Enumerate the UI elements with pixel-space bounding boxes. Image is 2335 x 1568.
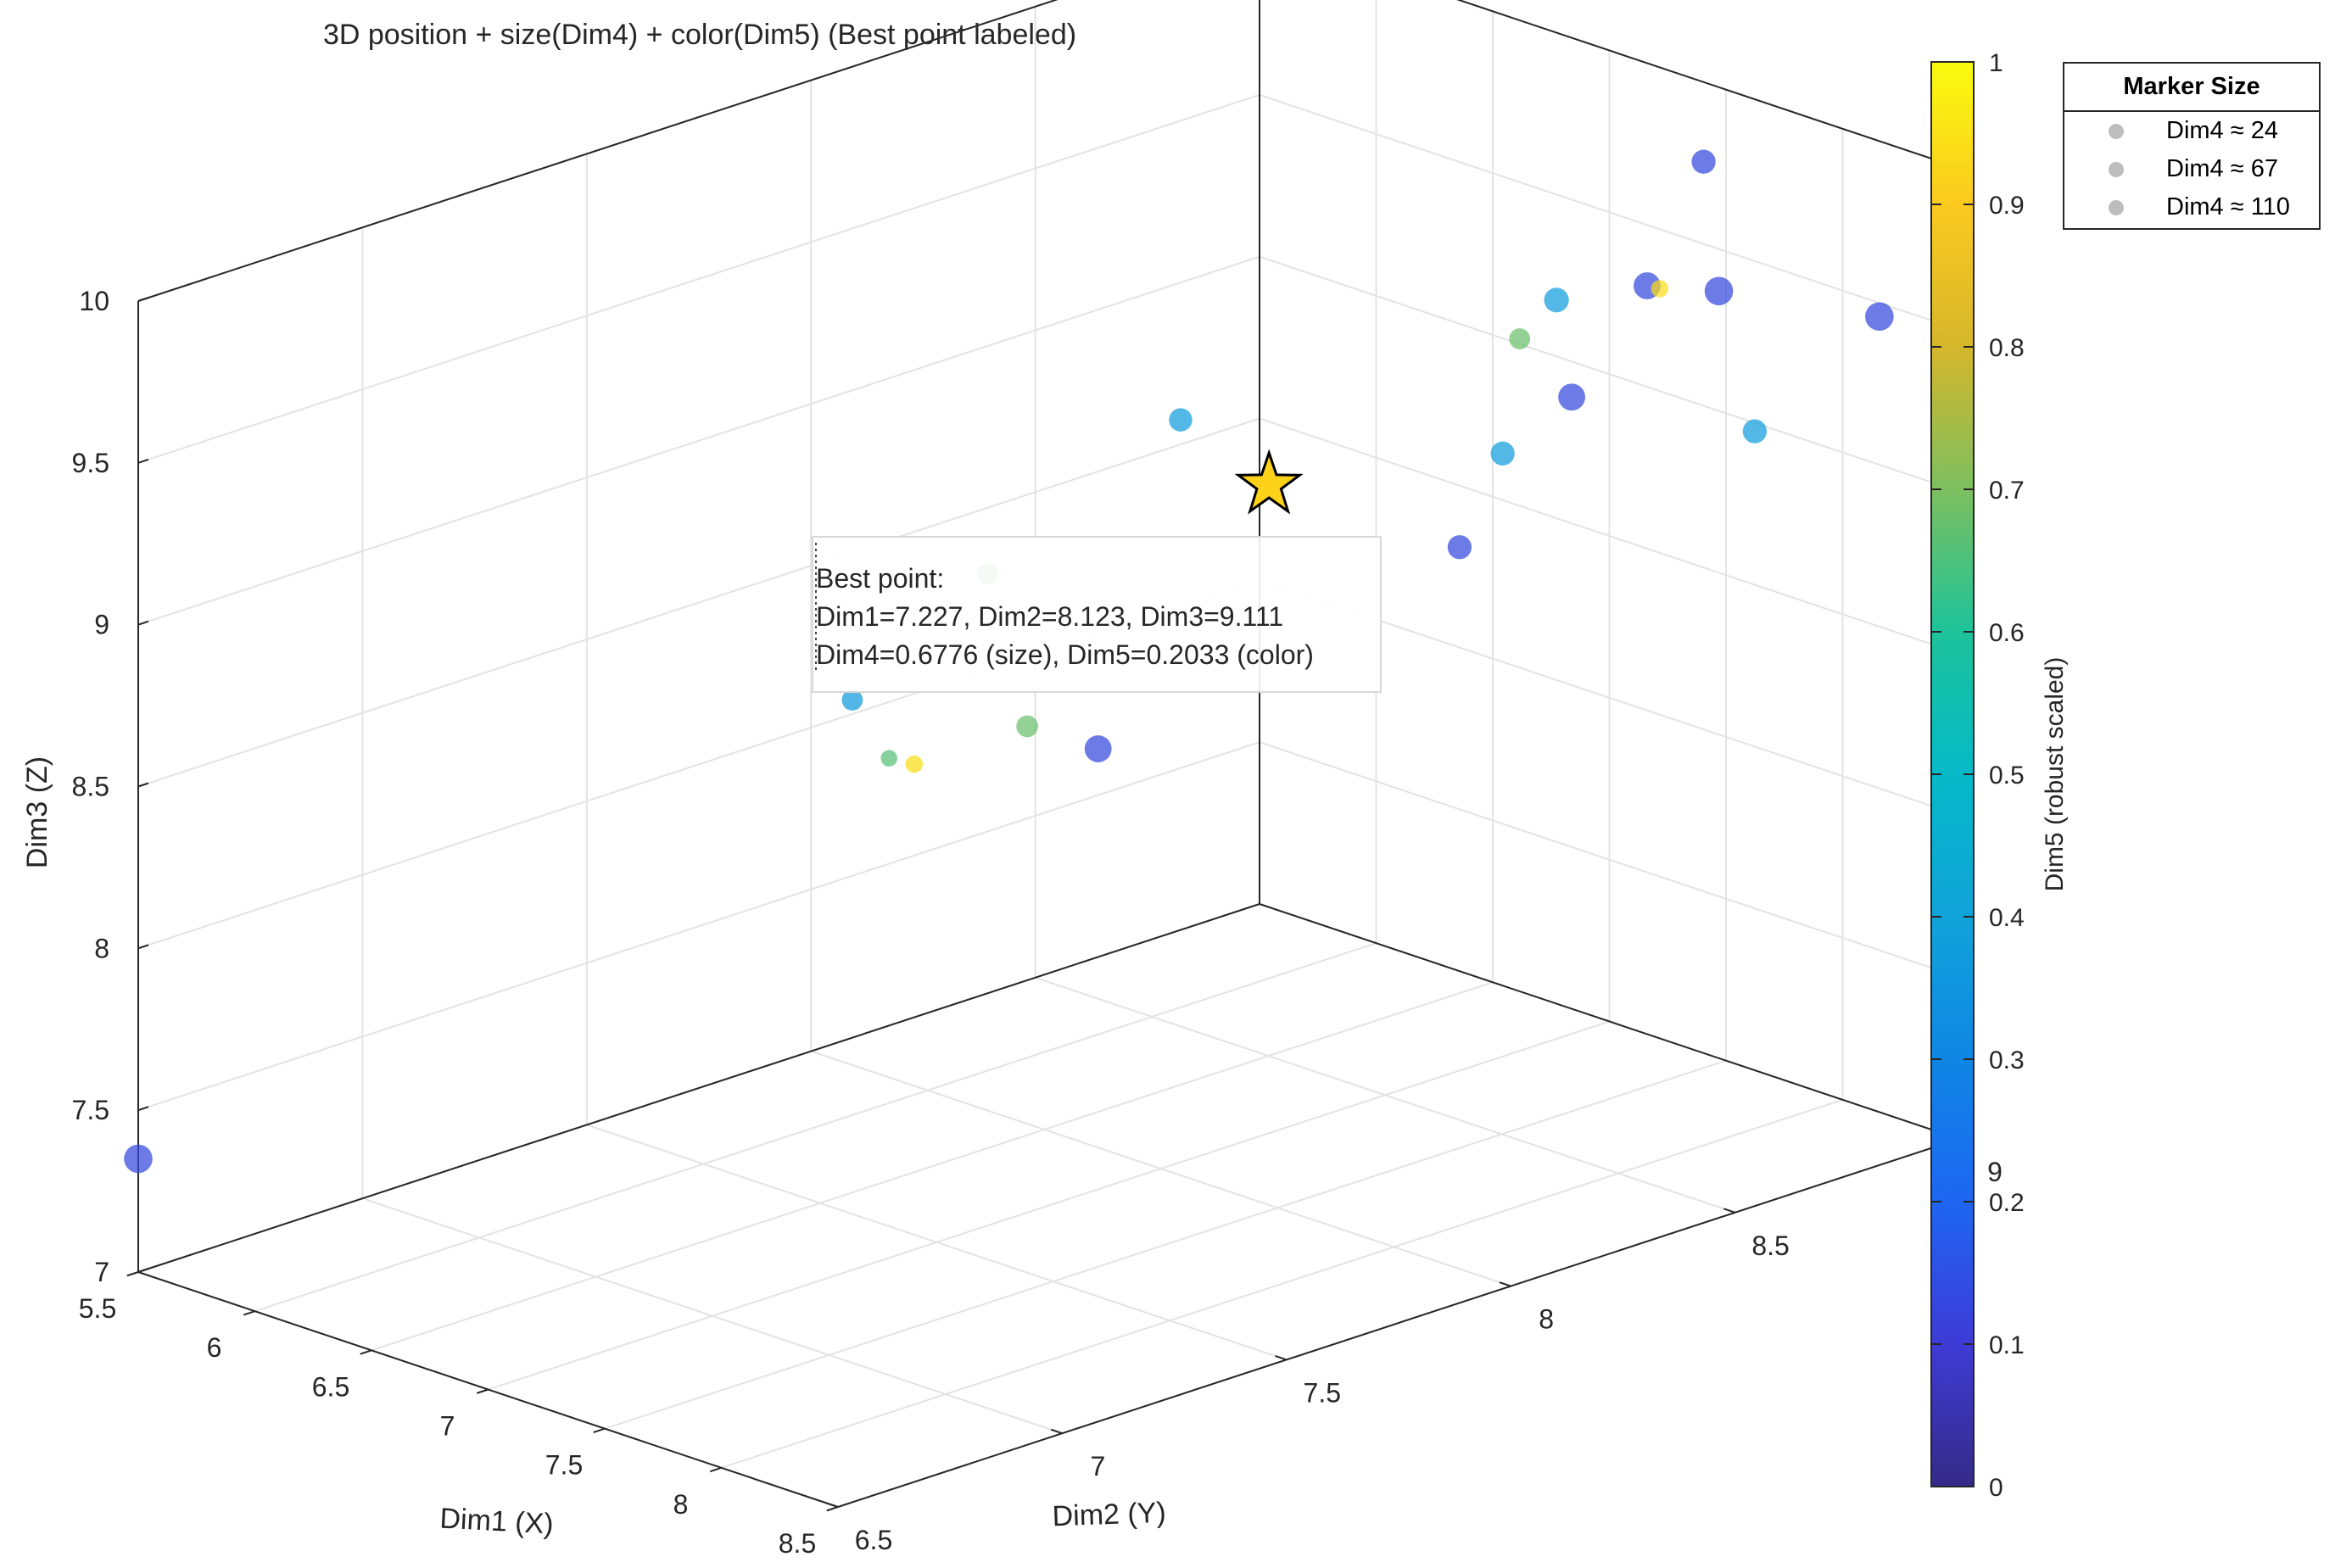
annotation-line2: Dim1=7.227, Dim2=8.123, Dim3=9.111 [816,601,1283,632]
size-legend-item: Dim4 ≈ 67 [2064,150,2319,188]
x-tick-label: 7 [440,1411,455,1442]
z-tick-label: 9 [94,610,109,640]
colorbar-tick-label: 0 [1989,1474,2003,1502]
annotation-line3: Dim4=0.6776 (size), Dim5=0.2033 (color) [816,639,1314,670]
size-legend-item: Dim4 ≈ 110 [2064,188,2319,226]
scatter-point[interactable] [1490,441,1515,466]
y-tick-label: 8.5 [1751,1230,1789,1261]
scatter-point[interactable] [1016,715,1038,738]
y-tick-label: 8 [1539,1304,1554,1335]
colorbar-tick-label: 0.1 [1989,1331,2025,1359]
z-tick-label: 7 [94,1257,109,1287]
colorbar-tick-label: 0.6 [1989,619,2025,647]
axis-edge [1259,903,1960,1140]
grid-layer [137,0,1960,1508]
scatter-point[interactable] [1742,419,1768,444]
x-tick-label: 8 [673,1489,689,1520]
colorbar-tick-label: 0.2 [1989,1189,2025,1217]
x-axis-label: Dim1 (X) [439,1503,555,1541]
scatter-point[interactable] [1651,280,1668,298]
scatter-point[interactable] [1509,328,1531,349]
x-tick-label: 5.5 [79,1293,116,1324]
grid-line [604,1059,1727,1430]
grid-line [1259,741,1960,979]
size-legend: Marker Size Dim4 ≈ 24 Dim4 ≈ 67 Dim4 ≈ 1… [2063,62,2321,230]
scatter-point[interactable] [880,750,897,767]
y-tick-label: 7.5 [1304,1377,1341,1408]
z-tick-label: 7.5 [72,1095,109,1125]
best-point-annotation: Best point: Dim1=7.227, Dim2=8.123, Dim3… [812,536,1382,693]
legend-marker-icon [2109,124,2124,139]
scatter-point[interactable] [905,755,924,773]
axis-edge [137,0,1059,302]
scatter-point[interactable] [1169,408,1193,432]
grid-line [721,1098,1843,1469]
z-tick-label: 8.5 [72,772,109,802]
z-axis-label: Dim3 (Z) [21,756,53,868]
scatter-point[interactable] [1544,287,1569,313]
annotation-line1: Best point: [816,563,944,594]
grid-line [254,942,1377,1313]
grid-line [1035,976,1735,1214]
grid-line [137,93,1260,464]
legend-marker-icon [2109,162,2124,177]
y-tick-label: 9 [1987,1157,2003,1187]
grid-line [1259,417,1960,655]
grid-line [137,417,1260,788]
grid-line [586,1124,1288,1361]
tick-labels: 5.5 6 6.5 7 7.5 8 8.5 6.5 7 7.5 8 8.5 9 7 7.5 8 8.5 9 9.5 1… [72,286,2003,1559]
scatter-point[interactable] [1558,383,1586,411]
z-tick-label: 10 [79,286,109,316]
chart-title: 3D position + size(Dim4) + color(Dim5) (… [323,19,1076,51]
scatter-point[interactable] [1704,276,1734,306]
colorbar-tick-label: 0.7 [1989,477,2025,505]
x-tick-label: 7.5 [545,1450,583,1481]
colorbar-tick-label: 0.3 [1989,1046,2025,1074]
z-tick-label: 8 [94,933,109,963]
axis-edge [837,1138,1960,1508]
colorbar-tick-label: 0.8 [1989,334,2025,362]
scatter-point[interactable] [841,689,863,711]
x-tick-label: 6.5 [312,1371,349,1402]
y-tick-label: 6.5 [855,1525,892,1555]
best-point-star[interactable] [1234,449,1304,515]
grid-line [362,1197,1063,1435]
size-legend-title: Marker Size [2064,64,2319,112]
colorbar-ticks: 0 0.1 0.2 0.3 0.4 0.5 0.6 0.7 0.8 0.9 1 [1931,49,2025,1502]
x-tick-label: 8.5 [779,1528,816,1559]
x-tick-label: 6 [207,1332,222,1363]
scatter-point[interactable] [1447,535,1472,560]
colorbar-tick-label: 1 [1989,49,2003,77]
size-legend-item: Dim4 ≈ 24 [2064,112,2319,150]
grid-line [137,255,1260,626]
colorbar-tick-label: 0.5 [1989,762,2025,790]
axis-edge [1456,0,1960,169]
scatter-point[interactable] [1084,735,1112,762]
grid-line [137,741,1260,1112]
scatter-point[interactable] [1691,149,1716,174]
grid-line [1259,93,1960,331]
grid-line [1259,255,1960,493]
grid-line [810,1050,1511,1287]
y-axis-label: Dim2 (Y) [1052,1497,1166,1533]
axes-frame [137,0,1960,1508]
colorbar-tick-label: 0.4 [1989,904,2025,932]
z-tick-label: 9.5 [72,448,109,478]
legend-marker-icon [2109,200,2124,215]
y-tick-label: 7 [1091,1451,1106,1482]
axis-edge [137,903,1260,1273]
colorbar-tick-label: 0.9 [1989,192,2025,220]
scatter-point[interactable] [124,1144,153,1174]
grid-line [488,1020,1610,1391]
scatter-point[interactable] [1865,302,1894,332]
colorbar-label: Dim5 (robust scaled) [2041,657,2069,892]
grid-line [371,981,1494,1352]
